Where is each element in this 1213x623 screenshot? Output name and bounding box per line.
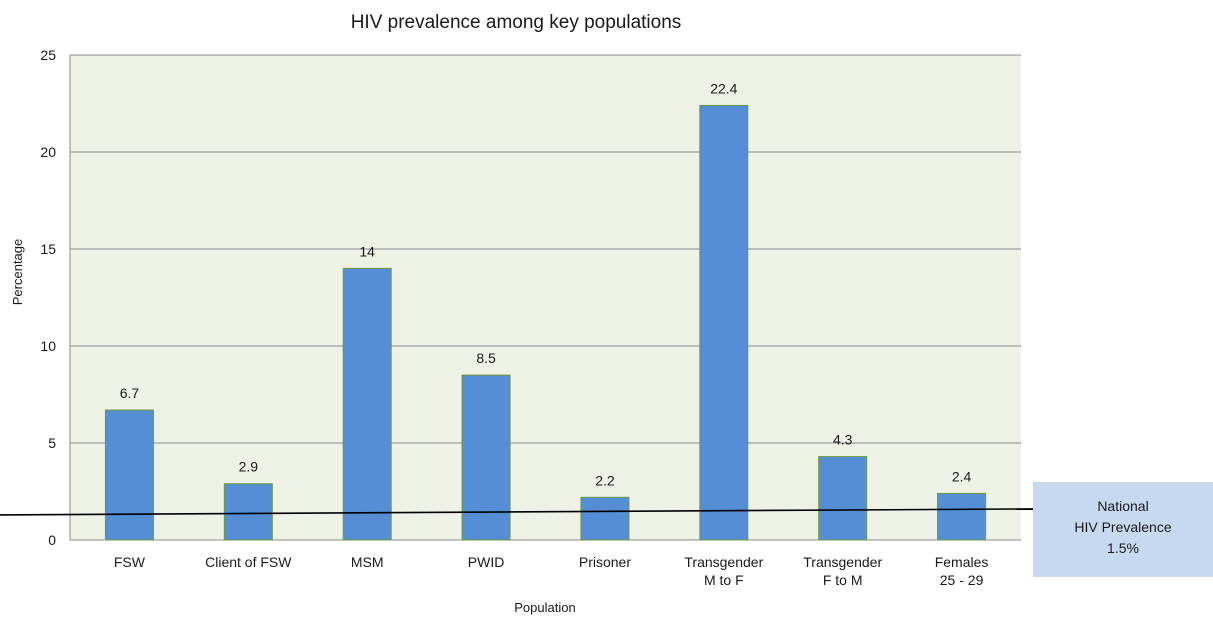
national-prevalence-box: [1033, 482, 1213, 577]
data-label: 6.7: [120, 385, 140, 401]
national-prevalence-label: National HIV Prevalence 1.5%: [1074, 498, 1171, 556]
x-tick-label: MSM: [351, 554, 384, 570]
bar: [104, 409, 154, 541]
y-axis-title: Percentage: [10, 239, 25, 306]
bar: [937, 492, 987, 541]
y-tick-label: 25: [40, 47, 56, 63]
y-tick-label: 0: [48, 532, 56, 548]
data-label: 2.2: [595, 472, 615, 488]
data-label: 2.9: [239, 459, 259, 475]
x-tick-label: Transgender F to M: [803, 554, 882, 588]
data-label: 8.5: [476, 350, 496, 366]
bar: [223, 483, 273, 541]
x-tick-label: PWID: [468, 554, 505, 570]
bar: [818, 456, 868, 541]
y-tick-label: 20: [40, 144, 56, 160]
x-tick-label: Females 25 - 29: [935, 554, 989, 588]
chart-title: HIV prevalence among key populations: [351, 12, 682, 33]
bar: [580, 496, 630, 541]
x-axis-title: Population: [514, 600, 575, 615]
data-label: 14: [359, 243, 375, 259]
data-label: 4.3: [833, 432, 853, 448]
bar: [342, 267, 392, 541]
y-tick-label: 10: [40, 338, 56, 354]
bar: [699, 104, 749, 541]
bar: [461, 374, 511, 541]
plot-area: [70, 55, 1021, 540]
x-tick-label: FSW: [114, 554, 146, 570]
x-axis-ticks: FSW Client of FSW MSM PWID Prisoner Transgend…: [114, 554, 989, 588]
data-label: 22.4: [710, 80, 737, 96]
national-prevalence-line: [0, 508, 1036, 516]
reference-line-group: National HIV Prevalence 1.5%: [0, 482, 1213, 577]
x-tick-label: Prisoner: [579, 554, 631, 570]
y-axis-ticks: 0 5 10 15 20 25: [40, 47, 56, 548]
data-label: 2.4: [952, 468, 972, 484]
data-labels: 6.7 2.9 14 8.5 2.2 22.4 4.3 2.4: [120, 80, 972, 488]
x-tick-label: Transgender M to F: [684, 554, 763, 588]
y-tick-label: 15: [40, 241, 56, 257]
x-tick-label: Client of FSW: [205, 554, 292, 570]
y-tick-label: 5: [48, 435, 56, 451]
